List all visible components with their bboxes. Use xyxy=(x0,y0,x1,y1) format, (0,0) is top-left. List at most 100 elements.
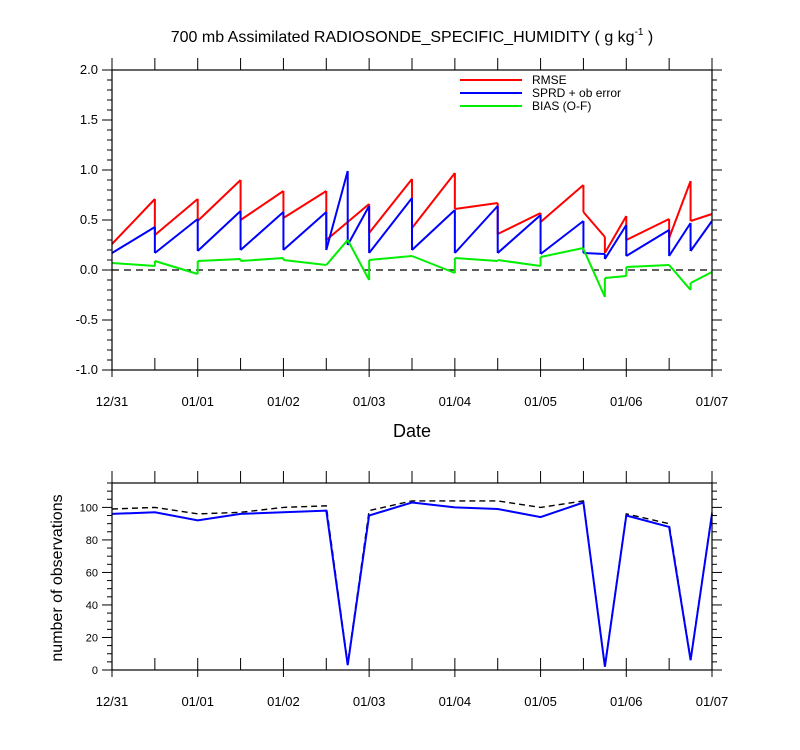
x-tick-label: 01/06 xyxy=(610,394,643,409)
chart-title-tail: ) xyxy=(643,29,653,46)
sprd-segment xyxy=(282,211,327,251)
bottom-plot-lines xyxy=(111,500,713,667)
x-tick-label: 01/06 xyxy=(610,694,643,709)
rmse-segment xyxy=(582,211,606,238)
y-tick-label: 1.0 xyxy=(80,162,98,177)
rmse-segment xyxy=(111,198,156,245)
bias-segment xyxy=(325,239,349,266)
sprd-segment xyxy=(411,209,456,251)
y-tick-label: 80 xyxy=(86,535,98,547)
rmse-segment xyxy=(497,212,542,235)
y-tick-label: 2.0 xyxy=(80,62,98,77)
y-tick-label: 1.5 xyxy=(80,112,98,127)
sprd-segment xyxy=(454,205,499,254)
rmse-segment xyxy=(411,172,456,229)
bias-segment xyxy=(346,239,370,281)
bias-segment xyxy=(154,260,198,275)
legend-label-sprd: SPRD + ob error xyxy=(532,86,621,100)
rmse-segment xyxy=(539,184,585,223)
bias-segment xyxy=(454,257,498,262)
bottom-panel: 0 20 40 60 80 100 12/31 01/01 01/02 01/03 01/04 01… xyxy=(80,471,729,709)
sprd-segment xyxy=(325,170,349,251)
sprd-segment xyxy=(239,211,285,251)
bottom-y-axis-label: number of observations xyxy=(49,494,66,661)
bias-segment xyxy=(690,271,713,284)
x-tick-label: 12/31 xyxy=(96,394,129,409)
y-tick-label: 0.5 xyxy=(80,212,98,227)
bias-segment xyxy=(111,262,155,267)
rmse-segment xyxy=(154,198,199,236)
sprd-segment xyxy=(346,205,370,246)
sprd-segment xyxy=(604,224,628,260)
y-tick-label: 40 xyxy=(86,600,98,612)
bias-segment xyxy=(626,264,670,268)
legend-label-rmse: RMSE xyxy=(532,73,567,87)
rmse-segment xyxy=(668,180,692,239)
x-tick-label: 01/07 xyxy=(696,394,729,409)
observations-assimilated-line xyxy=(111,501,713,667)
x-tick-label: 01/03 xyxy=(353,394,386,409)
y-tick-label: 100 xyxy=(80,502,98,514)
x-tick-label: 01/01 xyxy=(181,394,214,409)
x-tick-label: 12/31 xyxy=(96,694,129,709)
rmse-segment xyxy=(690,213,713,222)
y-tick-label: 0.0 xyxy=(80,262,98,277)
rmse-segment xyxy=(368,178,413,234)
y-tick-label: -0.5 xyxy=(76,312,98,327)
sprd-segment xyxy=(668,222,692,257)
x-tick-label: 01/02 xyxy=(267,394,300,409)
sprd-segment xyxy=(197,210,242,252)
rmse-segment xyxy=(454,202,498,210)
bias-segment xyxy=(604,275,627,279)
top-plot-lines xyxy=(111,170,713,298)
x-tick-label: 01/05 xyxy=(524,694,557,709)
bottom-plot-frame xyxy=(111,482,713,671)
bias-segment xyxy=(411,255,456,274)
bias-segment xyxy=(540,247,584,258)
bias-segment xyxy=(497,259,541,267)
sprd-segment xyxy=(539,220,585,255)
sprd-segment xyxy=(111,226,156,254)
x-axis-label: Date xyxy=(393,421,431,441)
rmse-segment xyxy=(625,218,670,241)
bias-segment xyxy=(283,259,327,266)
bottom-axis-ticks xyxy=(102,471,722,677)
bias-segment xyxy=(582,248,606,298)
y-tick-label: 0 xyxy=(92,665,98,677)
bottom-x-tick-labels: 12/31 01/01 01/02 01/03 01/04 01/05 01/06 01/07 xyxy=(96,694,729,709)
observations-dashed-line xyxy=(111,500,713,666)
y-tick-label: -1.0 xyxy=(76,362,98,377)
top-x-tick-labels: 12/31 01/01 01/02 01/03 01/04 01/05 01/06 01/07 xyxy=(96,394,729,409)
x-tick-label: 01/07 xyxy=(696,694,729,709)
sprd-segment xyxy=(497,214,542,254)
bias-segment xyxy=(197,258,241,262)
rmse-segment xyxy=(282,190,327,219)
legend-label-bias: BIAS (O-F) xyxy=(532,99,591,113)
top-y-tick-labels: -1.0 -0.5 0.0 0.5 1.0 1.5 2.0 xyxy=(76,62,98,377)
sprd-segment xyxy=(583,252,605,255)
y-tick-label: 60 xyxy=(86,567,98,579)
sprd-segment xyxy=(154,218,199,254)
rmse-segment xyxy=(240,190,284,221)
x-tick-label: 01/04 xyxy=(439,694,472,709)
top-axis-ticks xyxy=(102,58,722,377)
x-tick-label: 01/04 xyxy=(439,394,472,409)
top-panel: -1.0 -0.5 0.0 0.5 1.0 1.5 2.0 12/31 01/01 01/02 0… xyxy=(76,58,729,409)
chart-title-main: 700 mb Assimilated RADIOSONDE_SPECIFIC_H… xyxy=(171,29,635,46)
rmse-segment xyxy=(197,179,242,222)
y-tick-label: 20 xyxy=(86,632,98,644)
bias-segment xyxy=(240,257,284,262)
sprd-segment xyxy=(625,229,670,257)
x-tick-label: 01/01 xyxy=(181,694,214,709)
sprd-segment xyxy=(689,220,713,252)
bottom-y-tick-labels: 0 20 40 60 80 100 xyxy=(80,502,98,677)
x-tick-label: 01/05 xyxy=(524,394,557,409)
bias-segment xyxy=(369,255,413,261)
bias-segment xyxy=(668,264,692,291)
rmse-segment xyxy=(604,215,628,254)
sprd-segment xyxy=(368,197,413,254)
x-tick-label: 01/03 xyxy=(353,694,386,709)
chart-title: 700 mb Assimilated RADIOSONDE_SPECIFIC_H… xyxy=(171,27,654,46)
